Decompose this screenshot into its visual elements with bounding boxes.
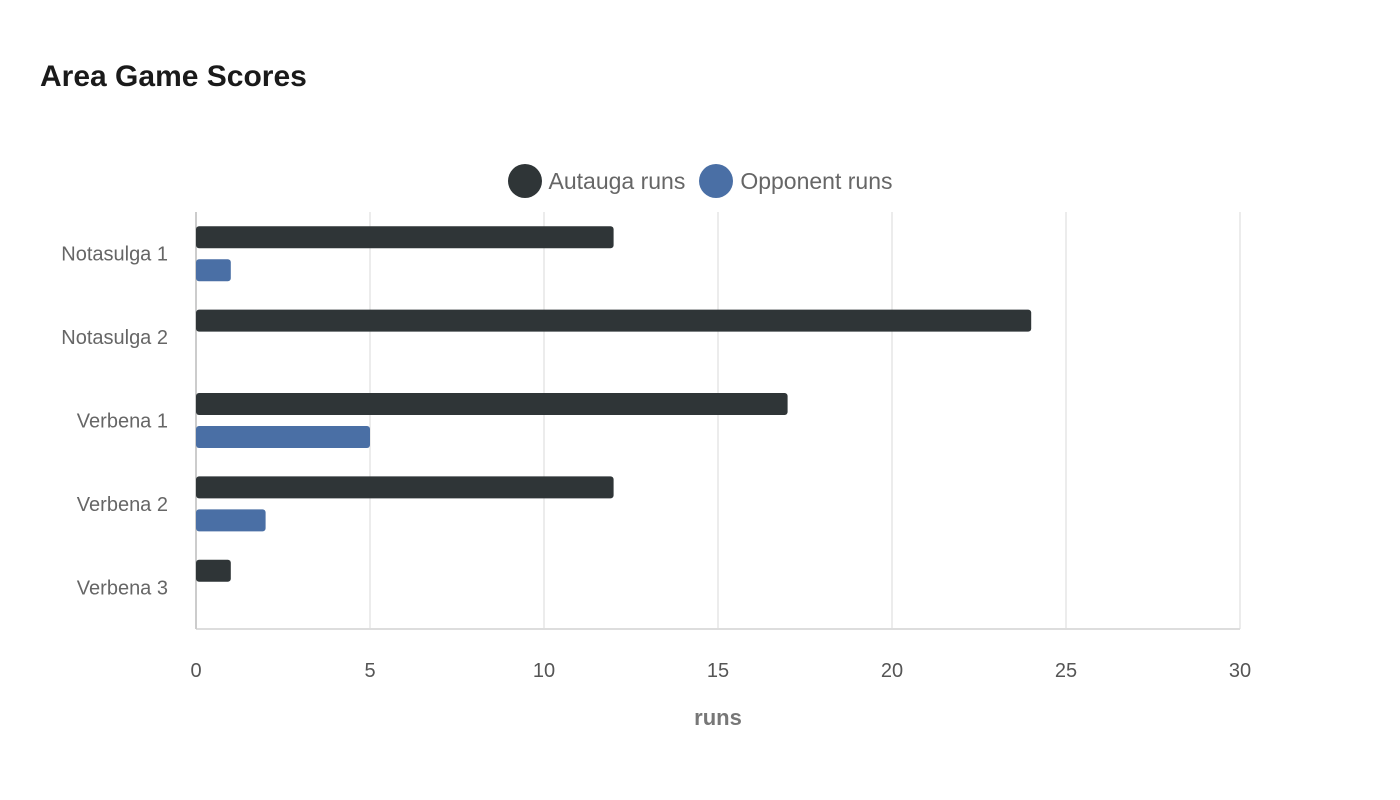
x-axis-title: runs: [694, 705, 742, 730]
legend-label-autauga: Autauga runs: [548, 167, 686, 194]
x-tick-label: 10: [533, 660, 555, 682]
legend-swatch-autauga: [507, 164, 542, 198]
category-label: Notasulga 1: [61, 244, 168, 266]
legend-label-opponent: Opponent runs: [740, 167, 893, 194]
bar-autauga: [196, 559, 231, 582]
x-tick-label: 25: [1055, 660, 1077, 682]
legend-swatch-opponent: [699, 164, 734, 198]
legend-item-autauga[interactable]: Autauga runs: [507, 164, 686, 198]
bar-opponent: [196, 426, 370, 448]
category-label: Notasulga 2: [61, 327, 168, 349]
x-tick-label: 0: [190, 660, 201, 682]
chart-legend: Autauga runs Opponent runs: [0, 161, 1400, 201]
category-label: Verbena 1: [77, 411, 168, 433]
x-tick-label: 5: [364, 660, 375, 682]
x-tick-label: 20: [881, 660, 903, 682]
category-label: Verbena 2: [77, 494, 168, 516]
bar-autauga: [196, 309, 1032, 332]
bar-autauga: [196, 226, 614, 249]
category-label: Verbena 3: [77, 577, 168, 599]
chart-title: Area Game Scores: [40, 60, 307, 93]
bar-opponent: [196, 509, 266, 532]
x-tick-label: 30: [1229, 660, 1251, 682]
bar-autauga: [196, 393, 788, 415]
bar-autauga: [196, 476, 614, 499]
legend-item-opponent[interactable]: Opponent runs: [699, 164, 893, 198]
bar-opponent: [196, 259, 231, 282]
x-tick-label: 15: [707, 660, 729, 682]
